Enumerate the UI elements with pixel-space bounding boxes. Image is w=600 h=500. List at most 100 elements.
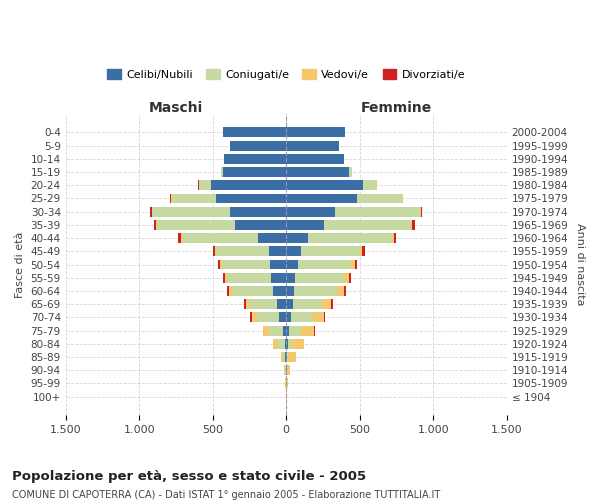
Bar [157,220,235,230]
Bar [283,326,286,336]
Bar [286,286,294,296]
Bar [351,260,355,270]
Bar [286,299,293,309]
Bar [376,180,377,190]
Bar [285,339,286,348]
Bar [362,246,365,256]
Bar [229,286,232,296]
Bar [212,246,215,256]
Bar [325,220,411,230]
Bar [286,206,335,216]
Bar [289,326,301,336]
Bar [295,273,344,282]
Bar [286,246,301,256]
Bar [218,260,220,270]
Bar [284,365,286,375]
Bar [277,299,286,309]
Bar [224,154,286,164]
Bar [263,326,269,336]
Bar [290,312,313,322]
Bar [150,206,152,216]
Bar [281,352,283,362]
Bar [220,260,221,270]
Bar [178,233,181,243]
Bar [215,194,286,203]
Bar [215,246,269,256]
Bar [308,233,392,243]
Bar [362,180,376,190]
Bar [394,233,396,243]
Bar [331,299,332,309]
Bar [152,206,230,216]
Bar [349,273,352,282]
Bar [223,273,225,282]
Bar [273,339,277,348]
Bar [293,299,322,309]
Bar [314,326,315,336]
Bar [225,273,227,282]
Bar [211,180,286,190]
Bar [235,220,286,230]
Bar [227,286,229,296]
Bar [286,233,308,243]
Bar [250,299,277,309]
Bar [292,339,304,348]
Bar [411,220,412,230]
Y-axis label: Anni di nascita: Anni di nascita [575,224,585,306]
Bar [269,246,286,256]
Bar [286,154,344,164]
Bar [182,233,258,243]
Bar [221,167,223,177]
Bar [313,312,325,322]
Bar [355,260,358,270]
Bar [301,326,314,336]
Bar [392,233,394,243]
Bar [286,167,349,177]
Bar [232,286,273,296]
Bar [279,312,286,322]
Bar [344,286,346,296]
Bar [286,352,287,362]
Bar [420,206,421,216]
Bar [301,246,360,256]
Bar [344,273,349,282]
Text: Popolazione per età, sesso e stato civile - 2005: Popolazione per età, sesso e stato civil… [12,470,366,483]
Y-axis label: Fasce di età: Fasce di età [15,232,25,298]
Bar [287,339,292,348]
Bar [154,220,156,230]
Text: Femmine: Femmine [361,101,432,115]
Bar [421,206,422,216]
Bar [286,273,295,282]
Bar [289,352,296,362]
Bar [286,194,357,203]
Bar [223,128,286,138]
Bar [335,206,420,216]
Bar [286,140,339,150]
Bar [273,286,286,296]
Bar [294,286,337,296]
Bar [246,299,250,309]
Bar [156,220,157,230]
Bar [172,194,215,203]
Bar [360,246,362,256]
Text: Maschi: Maschi [149,101,203,115]
Bar [286,339,287,348]
Bar [283,352,286,362]
Bar [412,220,415,230]
Bar [286,260,298,270]
Bar [221,260,270,270]
Bar [250,312,251,322]
Bar [286,326,289,336]
Bar [170,194,171,203]
Bar [230,140,286,150]
Bar [271,273,286,282]
Bar [223,167,286,177]
Bar [251,312,257,322]
Bar [277,339,285,348]
Bar [322,299,331,309]
Bar [287,365,290,375]
Bar [270,260,286,270]
Bar [257,312,279,322]
Bar [298,260,351,270]
Legend: Celibi/Nubili, Coniugati/e, Vedovi/e, Divorziati/e: Celibi/Nubili, Coniugati/e, Vedovi/e, Di… [103,65,469,84]
